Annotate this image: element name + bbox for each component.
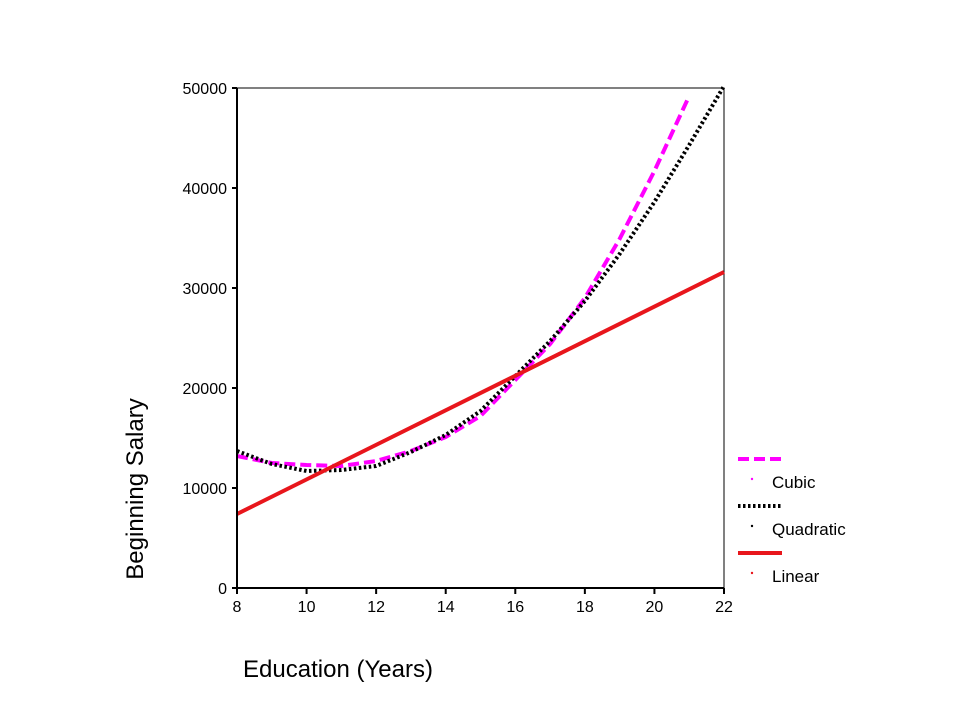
legend-label-quadratic: Quadratic [772, 520, 846, 539]
legend-label-linear: Linear [772, 567, 820, 586]
y-ticks: 0 10000 20000 30000 40000 50000 [183, 81, 237, 598]
y-tick-label: 40000 [183, 181, 228, 198]
x-tick-label: 20 [646, 599, 664, 616]
x-tick-label: 18 [576, 599, 594, 616]
y-tick-label: 50000 [183, 81, 228, 98]
x-tick-label: 10 [298, 599, 316, 616]
series-line-quadratic [236, 84, 726, 473]
plot-area [236, 87, 725, 589]
y-tick-label: 20000 [183, 381, 228, 398]
series-line-linear [236, 270, 725, 516]
series-layer [236, 84, 726, 516]
x-tick-label: 14 [437, 599, 455, 616]
y-tick-label: 10000 [183, 481, 228, 498]
x-axis-title: Education (Years) [243, 656, 433, 683]
series-line-cubic [236, 95, 692, 468]
legend-marker-quadratic [750, 524, 754, 528]
legend-marker-linear [750, 571, 754, 575]
x-tick-label: 22 [715, 599, 733, 616]
legend-marker-cubic [750, 477, 754, 481]
y-tick-label: 30000 [183, 281, 228, 298]
x-ticks: 8 10 12 14 16 18 20 22 [233, 588, 733, 616]
x-tick-label: 8 [233, 599, 242, 616]
y-axis-title: Beginning Salary [122, 398, 149, 579]
y-tick-label: 0 [218, 581, 227, 598]
x-tick-label: 12 [367, 599, 385, 616]
axes [236, 88, 724, 589]
legend-label-cubic: Cubic [772, 473, 816, 492]
legend: Cubic Quadratic Linear [738, 457, 846, 586]
plot-frame [236, 87, 725, 589]
x-tick-label: 16 [506, 599, 524, 616]
